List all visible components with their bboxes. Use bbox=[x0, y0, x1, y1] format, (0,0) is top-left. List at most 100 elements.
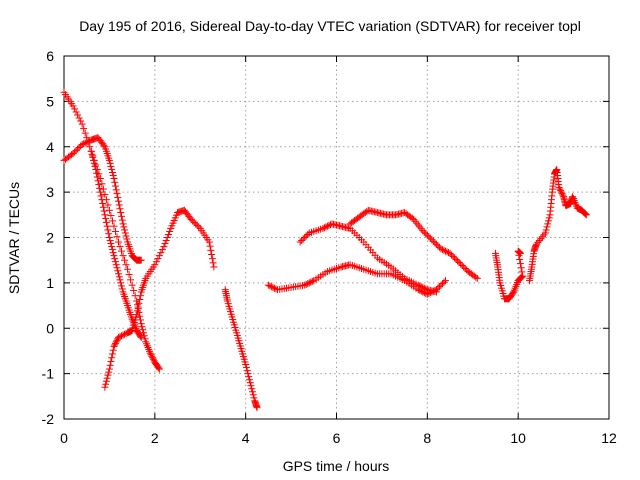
data-point-marker bbox=[307, 278, 315, 286]
data-point-marker bbox=[322, 223, 330, 231]
data-point-marker bbox=[124, 265, 132, 273]
data-point-marker bbox=[133, 307, 141, 315]
data-point-marker bbox=[305, 279, 313, 287]
data-point-marker bbox=[87, 147, 95, 155]
data-point-marker bbox=[96, 184, 104, 192]
data-point-marker bbox=[114, 193, 122, 201]
data-point-marker bbox=[509, 289, 517, 297]
data-point-marker bbox=[112, 338, 120, 346]
data-point-marker bbox=[102, 380, 110, 388]
data-point-marker bbox=[425, 233, 433, 241]
series-arc-8 bbox=[346, 206, 481, 282]
data-point-marker bbox=[420, 228, 428, 236]
data-point-marker bbox=[189, 217, 197, 225]
data-point-marker bbox=[136, 332, 144, 340]
data-point-marker bbox=[301, 281, 309, 289]
data-point-marker bbox=[323, 222, 331, 230]
x-tick-label: 6 bbox=[333, 430, 341, 446]
data-point-marker bbox=[72, 108, 80, 116]
axis-ticks bbox=[63, 55, 610, 420]
data-point-marker bbox=[111, 178, 119, 186]
y-tick-label: 3 bbox=[46, 184, 54, 200]
data-point-marker bbox=[164, 230, 172, 238]
data-point-marker bbox=[118, 212, 126, 220]
x-tick-label: 4 bbox=[242, 430, 250, 446]
data-point-marker bbox=[454, 257, 462, 265]
data-point-marker bbox=[558, 190, 566, 198]
data-point-marker bbox=[109, 249, 117, 257]
data-point-marker bbox=[544, 220, 552, 228]
data-point-marker bbox=[249, 391, 257, 399]
data-point-marker bbox=[208, 255, 216, 263]
data-point-marker bbox=[205, 238, 213, 246]
x-tick-label: 2 bbox=[151, 430, 159, 446]
data-point-marker bbox=[119, 331, 127, 339]
x-tick-label: 12 bbox=[601, 430, 617, 446]
y-tick-label: 4 bbox=[46, 139, 54, 155]
data-point-marker bbox=[128, 281, 136, 289]
data-point-marker bbox=[96, 188, 104, 196]
data-point-marker bbox=[267, 283, 275, 291]
data-point-marker bbox=[516, 255, 524, 263]
data-point-marker bbox=[244, 370, 252, 378]
data-point-marker bbox=[107, 212, 115, 220]
data-point-marker bbox=[253, 404, 261, 412]
data-point-marker bbox=[111, 182, 119, 190]
data-point-marker bbox=[116, 243, 124, 251]
data-point-marker bbox=[266, 282, 274, 290]
series-arc-3 bbox=[87, 147, 145, 341]
data-point-marker bbox=[154, 255, 162, 263]
data-point-marker bbox=[141, 335, 149, 343]
data-point-marker bbox=[432, 288, 440, 296]
data-point-marker bbox=[118, 332, 126, 340]
data-point-marker bbox=[100, 207, 108, 215]
data-point-marker bbox=[105, 156, 113, 164]
data-point-marker bbox=[138, 323, 146, 331]
data-point-marker bbox=[248, 388, 256, 396]
data-point-marker bbox=[207, 246, 215, 254]
data-point-marker bbox=[155, 365, 163, 373]
data-point-marker bbox=[443, 248, 451, 256]
data-point-marker bbox=[438, 280, 446, 288]
data-point-marker bbox=[301, 234, 309, 241]
data-point-marker bbox=[152, 258, 160, 266]
data-point-marker bbox=[555, 184, 563, 192]
data-point-marker bbox=[420, 284, 428, 292]
y-tick-label: 6 bbox=[46, 48, 54, 64]
data-point-marker bbox=[151, 261, 159, 269]
data-point-marker bbox=[192, 220, 200, 228]
data-point-marker bbox=[100, 141, 108, 149]
data-point-marker bbox=[408, 214, 416, 222]
data-point-marker bbox=[119, 252, 127, 260]
data-point-marker bbox=[158, 246, 166, 254]
data-point-marker bbox=[118, 285, 126, 293]
data-point-marker bbox=[419, 283, 427, 291]
data-point-marker bbox=[99, 185, 107, 193]
data-point-marker bbox=[270, 284, 278, 292]
data-point-marker bbox=[74, 145, 82, 153]
data-point-marker bbox=[118, 247, 126, 255]
data-point-marker bbox=[136, 296, 144, 304]
data-point-marker bbox=[71, 148, 79, 156]
y-tick-label: 2 bbox=[46, 230, 54, 246]
data-point-marker bbox=[299, 235, 307, 243]
data-point-marker bbox=[161, 240, 169, 248]
data-point-marker bbox=[432, 240, 440, 248]
data-point-marker bbox=[109, 171, 117, 179]
data-point-marker bbox=[108, 243, 116, 251]
data-point-marker bbox=[519, 272, 527, 280]
data-point-marker bbox=[122, 261, 130, 269]
data-point-marker bbox=[208, 251, 216, 259]
data-point-marker bbox=[108, 217, 116, 225]
data-point-marker bbox=[125, 271, 133, 279]
data-point-marker bbox=[116, 276, 124, 284]
data-point-marker bbox=[107, 358, 115, 366]
data-point-marker bbox=[160, 243, 168, 251]
data-point-marker bbox=[121, 229, 129, 237]
data-point-marker bbox=[437, 245, 445, 253]
data-point-marker bbox=[133, 311, 141, 319]
data-point-marker bbox=[137, 256, 145, 264]
data-point-marker bbox=[242, 364, 250, 372]
data-point-marker bbox=[108, 165, 116, 173]
